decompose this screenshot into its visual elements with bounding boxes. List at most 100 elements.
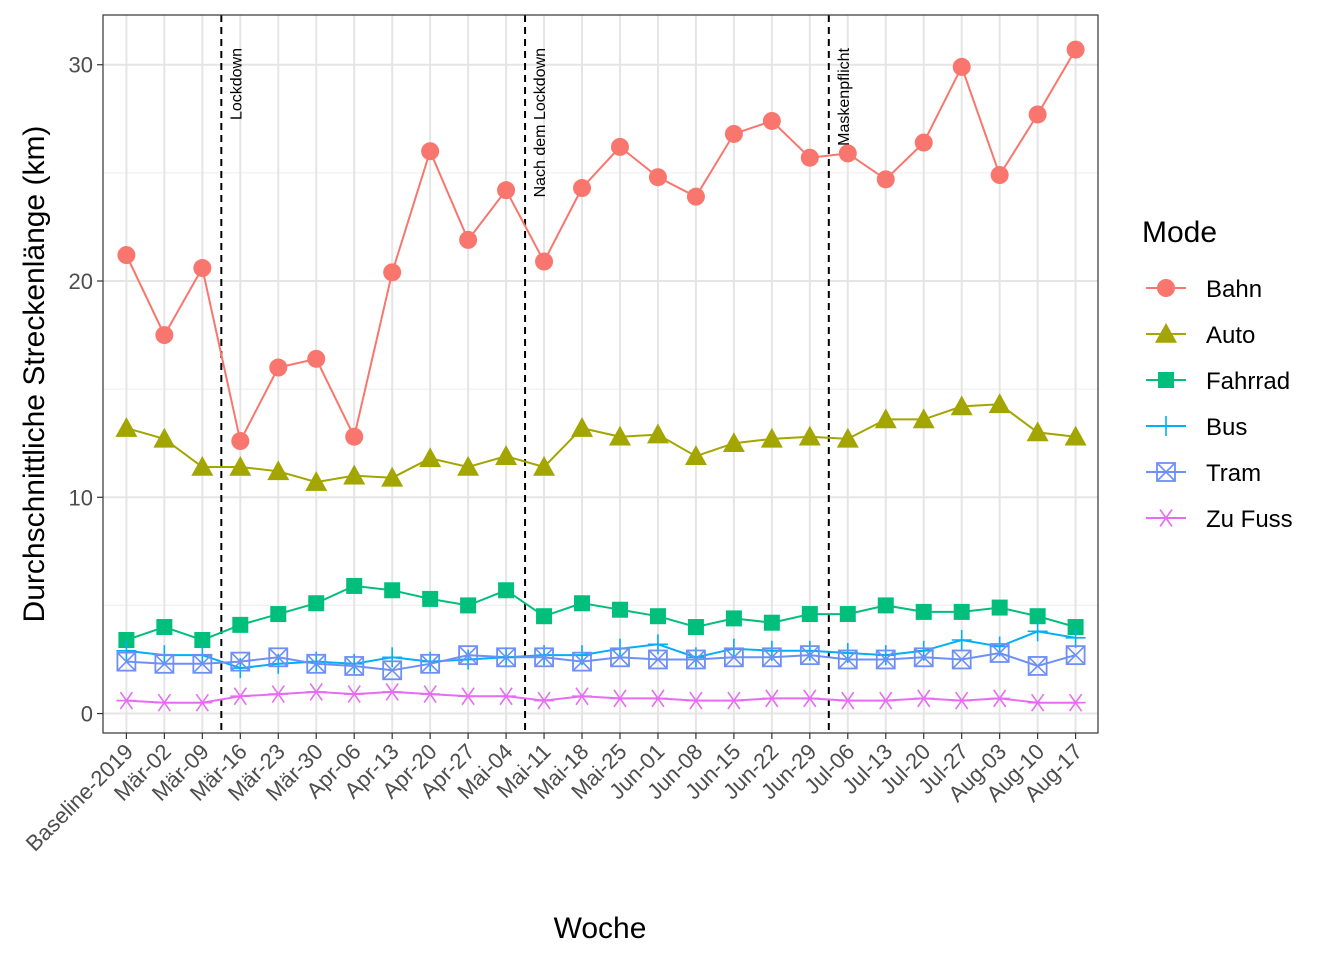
data-point-bahn bbox=[535, 252, 554, 271]
data-point-tram bbox=[154, 653, 175, 674]
data-point-fahrrad bbox=[649, 608, 666, 625]
data-point-zu-fuss bbox=[192, 693, 213, 712]
data-point-bahn bbox=[648, 168, 667, 187]
data-point-auto bbox=[191, 455, 214, 476]
data-point-fahrrad bbox=[536, 608, 553, 625]
legend-item-fahrrad: Fahrrad bbox=[1146, 368, 1290, 395]
data-point-bahn bbox=[762, 111, 781, 130]
data-point-fahrrad bbox=[687, 619, 704, 636]
data-point-auto bbox=[608, 425, 631, 446]
data-point-bus bbox=[875, 645, 896, 666]
data-point-zu-fuss bbox=[1065, 693, 1086, 712]
data-point-tram bbox=[116, 651, 137, 672]
data-point-bahn bbox=[990, 166, 1009, 185]
data-point-fahrrad bbox=[194, 632, 211, 649]
data-point-bus bbox=[1027, 621, 1048, 642]
data-point-bahn bbox=[838, 144, 857, 163]
data-point-bahn bbox=[345, 427, 364, 446]
data-point-auto bbox=[646, 423, 669, 444]
y-tick-label: 30 bbox=[69, 53, 93, 78]
data-point-fahrrad bbox=[801, 606, 818, 623]
data-point-tram bbox=[610, 647, 630, 668]
data-point-tram bbox=[951, 649, 972, 670]
data-point-fahrrad bbox=[460, 597, 477, 614]
data-point-auto bbox=[153, 427, 176, 448]
data-point-tram bbox=[420, 653, 441, 674]
series-line-tram bbox=[126, 651, 1076, 672]
data-point-zu-fuss bbox=[344, 685, 365, 704]
data-point-tram bbox=[875, 649, 896, 670]
event-lines: Lockdown Nach dem Lockdown Maskenpflicht bbox=[220, 15, 853, 733]
data-point-bus bbox=[458, 649, 479, 670]
legend-key-marker bbox=[1156, 416, 1176, 436]
legend-label: Bahn bbox=[1206, 276, 1262, 303]
x-axis-title: Woche bbox=[554, 912, 647, 945]
data-point-auto bbox=[571, 417, 594, 437]
y-axis-title: Durchschnittliche Streckenlänge (km) bbox=[18, 126, 51, 623]
data-point-zu-fuss bbox=[306, 682, 327, 701]
data-point-tram bbox=[534, 647, 554, 668]
data-point-zu-fuss bbox=[534, 691, 555, 710]
y-axis: 0 10 20 30 bbox=[69, 53, 103, 727]
data-point-fahrrad bbox=[308, 595, 325, 612]
event-label: Maskenpflicht bbox=[836, 47, 853, 145]
data-point-tram bbox=[1065, 645, 1086, 666]
data-point-auto bbox=[305, 471, 328, 491]
legend-key-marker bbox=[1156, 462, 1176, 482]
y-tick-label: 20 bbox=[69, 269, 93, 294]
data-point-tram bbox=[306, 653, 327, 674]
legend-key-marker bbox=[1155, 323, 1177, 343]
data-point-auto bbox=[419, 447, 442, 468]
data-point-bahn bbox=[155, 326, 174, 345]
data-point-fahrrad bbox=[1067, 619, 1084, 636]
data-point-tram bbox=[648, 649, 668, 670]
data-point-zu-fuss bbox=[458, 687, 479, 706]
data-point-tram bbox=[913, 647, 934, 668]
legend-item-auto: Auto bbox=[1146, 322, 1255, 349]
data-point-zu-fuss bbox=[420, 685, 441, 704]
data-point-bahn bbox=[800, 148, 819, 167]
data-point-auto bbox=[115, 417, 138, 437]
data-point-zu-fuss bbox=[723, 691, 744, 710]
data-point-auto bbox=[1064, 425, 1087, 446]
data-point-tram bbox=[344, 656, 365, 676]
data-point-auto bbox=[722, 432, 745, 453]
data-point-zu-fuss bbox=[1027, 693, 1048, 712]
data-point-zu-fuss bbox=[875, 691, 896, 710]
event-label: Nach dem Lockdown bbox=[532, 48, 549, 197]
data-point-bus bbox=[951, 630, 972, 651]
data-point-tram bbox=[686, 649, 706, 670]
data-point-tram bbox=[799, 645, 820, 666]
data-point-zu-fuss bbox=[913, 689, 934, 708]
data-point-fahrrad bbox=[270, 606, 287, 623]
data-point-bus bbox=[799, 640, 820, 661]
data-point-auto bbox=[381, 466, 404, 487]
data-point-bahn bbox=[117, 246, 136, 265]
y-tick-label: 10 bbox=[69, 485, 93, 510]
data-point-bahn bbox=[421, 142, 440, 161]
legend-key-marker bbox=[1156, 509, 1176, 527]
data-point-bahn bbox=[459, 230, 478, 249]
data-point-bahn bbox=[269, 358, 288, 377]
data-point-tram bbox=[458, 645, 479, 666]
data-point-zu-fuss bbox=[761, 689, 782, 708]
data-point-tram bbox=[761, 647, 782, 668]
data-point-bahn bbox=[497, 181, 516, 200]
data-point-zu-fuss bbox=[685, 691, 706, 710]
legend-label: Fahrrad bbox=[1206, 368, 1290, 395]
data-point-fahrrad bbox=[422, 590, 439, 607]
data-point-auto bbox=[1026, 421, 1049, 442]
data-point-bus bbox=[1065, 627, 1086, 648]
legend-label: Zu Fuss bbox=[1206, 506, 1293, 533]
y-tick-label: 0 bbox=[81, 702, 93, 727]
data-point-auto bbox=[267, 460, 290, 481]
data-point-auto bbox=[988, 393, 1011, 414]
data-point-auto bbox=[343, 464, 366, 485]
data-point-bus bbox=[116, 640, 137, 661]
data-point-fahrrad bbox=[346, 577, 363, 594]
legend-item-tram: Tram bbox=[1146, 460, 1261, 487]
legend-title: Mode bbox=[1142, 216, 1217, 249]
legend: Mode Bahn Auto Fahrrad Bus Tram Zu Fuss bbox=[1142, 216, 1293, 533]
